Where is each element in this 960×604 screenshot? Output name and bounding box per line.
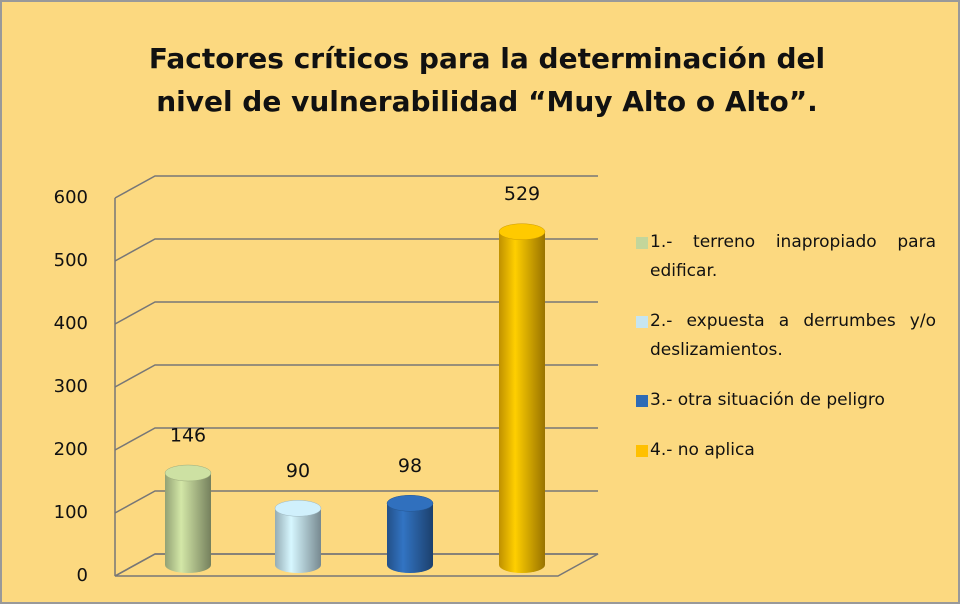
legend-swatch [636,316,648,328]
y-tick-label: 400 [54,313,88,334]
value-label: 90 [286,460,310,482]
legend-swatch [636,445,648,457]
bar [499,231,545,574]
y-tick-label: 600 [54,187,88,208]
grid-line [114,427,598,451]
value-label: 98 [398,455,422,477]
legend: 1.- terreno inapropiado para edificar. 2.… [636,228,936,486]
legend-item: 2.- expuesta a derrumbes y/o deslizamien… [636,307,936,365]
chart-title: nivel de vulnerabilidad “Muy Alto o Alto… [156,85,818,118]
legend-item: 4.- no aplica [636,436,936,465]
legend-label: 2.- expuesta a derrumbes y/o deslizamien… [650,311,936,360]
bar [165,473,211,573]
grid-line [114,364,598,388]
legend-swatch [636,395,648,407]
bar [275,508,321,573]
y-tick-label: 500 [54,250,88,271]
legend-label: 3.- otra situación de peligro [650,390,885,410]
value-label: 529 [504,183,540,205]
chart-title: Factores críticos para la determinación … [149,42,825,75]
bar-top [386,495,434,512]
y-tick-label: 300 [54,376,88,397]
y-tick-label: 0 [77,565,88,586]
y-tick-label: 100 [54,502,88,523]
legend-item: 3.- otra situación de peligro [636,386,936,415]
grid-line [114,175,598,199]
grid-line [114,301,598,325]
legend-swatch [636,237,648,249]
bar [387,503,433,573]
y-tick-label: 200 [54,439,88,460]
legend-label: 4.- no aplica [650,440,755,460]
legend-label: 1.- terreno inapropiado para edificar. [650,232,936,281]
grid-line [114,238,598,262]
bar-top [498,223,546,240]
grid-line [114,553,598,577]
value-label: 146 [170,425,206,447]
bar-top [164,464,212,482]
legend-item: 1.- terreno inapropiado para edificar. [636,228,936,286]
bar-top [274,500,322,517]
grid-line [114,490,598,514]
